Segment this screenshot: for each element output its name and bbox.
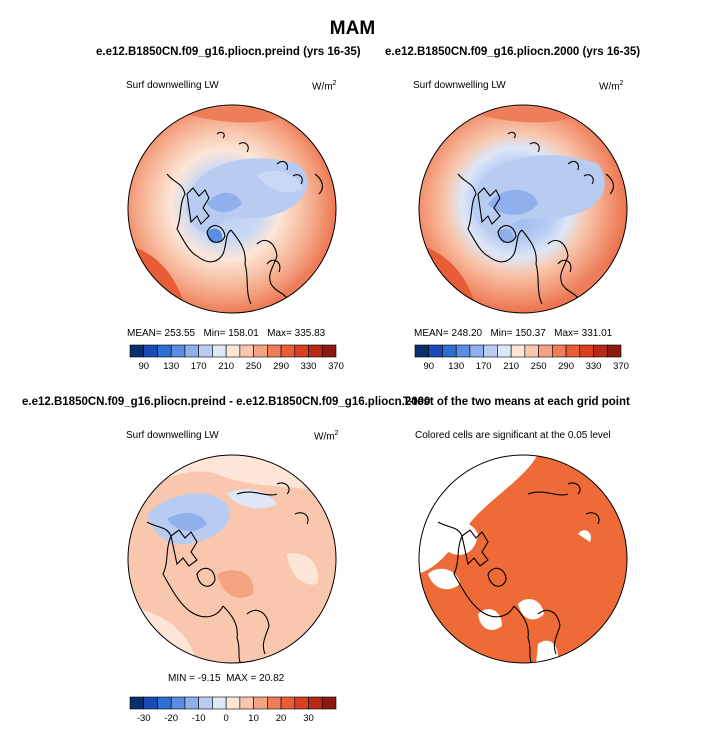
panel-2-colorbar-cell [538,344,553,358]
panel-2-colorbar-cell [483,344,498,358]
panel-1-colorbar-cell [280,344,296,358]
panel-3-colorbar-cell [170,696,186,710]
panel-1-colorbar-cell [267,344,282,358]
panel-3-colorbar-cell [157,696,172,710]
panel-2-colorbar-cell [552,344,567,358]
panel-1-colorbar-tick-label: 90 [138,361,149,372]
panel-1-colorbar-cell [321,344,337,358]
panel-3-variable-label: Surf downwelling LW [126,430,219,441]
panel-1-colorbar-tick-label: 130 [163,361,179,372]
panel-3-colorbar-cell [253,696,268,710]
panel-3-colorbar-tick-label: -30 [137,713,151,724]
panel-3-colorbar-cell [143,696,158,710]
panel-3-colorbar-cell [212,696,227,710]
panel-1-colorbar-cell [157,344,172,358]
panel-2-colorbar-tick-label: 130 [448,361,464,372]
panel-1-colorbar-cell [225,344,241,358]
panel-2-variable-label: Surf downwelling LW [413,80,506,91]
panel-2-colorbar-cell [606,344,622,358]
panel-4-title: T-test of the two means at each grid poi… [403,396,630,408]
panel-2-colorbar-cell [428,344,443,358]
panel-2-colorbar-cell [510,344,526,358]
panel-3-map [127,454,337,664]
panel-2-colorbar-tick-label: 370 [613,361,629,372]
panel-1-colorbar-tick-label: 170 [191,361,207,372]
panel-4-map [418,454,628,664]
panel-2-colorbar-cell [524,344,539,358]
panel-1-units: W/m2 [312,80,337,93]
panel-1-colorbar-cell [184,344,199,358]
panel-2-colorbar-cell [593,344,608,358]
panel-2-colorbar-cell [442,344,457,358]
panel-3-colorbar-cell [280,696,296,710]
panel-1-colorbar-cell [212,344,227,358]
panel-3-colorbar-cell [294,696,309,710]
panel-2-colorbar-cell [565,344,581,358]
panel-3-colorbar-cell [198,696,213,710]
panel-2-title: e.e12.B1850CN.f09_g16.pliocn.2000 (yrs 1… [385,46,641,58]
panel-1-colorbar-cell [294,344,309,358]
panel-3-colorbar-tick-label: -10 [192,713,206,724]
panel-3-colorbar-tick-label: 0 [223,713,228,724]
panel-3-colorbar-cell [129,696,145,710]
panel-2-colorbar-cell [414,344,430,358]
panel-3-colorbar: -30 -20 -10 0 10 20 30 [129,696,337,724]
panel-2-colorbar-tick-label: 250 [531,361,547,372]
panel-3-units: W/m2 [314,430,339,443]
panel-2-units: W/m2 [599,80,624,93]
panel-3-colorbar-tick-label: -20 [164,713,178,724]
panel-1-title: e.e12.B1850CN.f09_g16.pliocn.preind (yrs… [96,46,361,58]
panel-1-variable-label: Surf downwelling LW [126,80,219,91]
panel-2-colorbar: 90 130 170 210 250 290 330 370 [414,344,629,372]
panel-1-colorbar: 90 130 170 210 250 290 330 370 [129,344,344,372]
panel-3-colorbar-cell [184,696,199,710]
panel-2-colorbar-tick-label: 330 [586,361,602,372]
panel-3-title: e.e12.B1850CN.f09_g16.pliocn.preind - e.… [22,396,431,408]
panel-1-map [127,104,337,314]
figure-title: MAM [329,18,376,39]
panel-2-colorbar-tick-label: 210 [503,361,519,372]
panel-2-colorbar-tick-label: 90 [423,361,434,372]
panel-1-colorbar-cell [170,344,186,358]
panel-3-colorbar-cell [225,696,241,710]
panel-1-colorbar-cell [308,344,323,358]
panel-3-colorbar-tick-label: 10 [248,713,259,724]
panel-1-stats: MEAN= 253.55 Min= 158.01 Max= 335.83 [127,328,326,339]
panel-2-stats: MEAN= 248.20 Min= 150.37 Max= 331.01 [414,328,613,339]
panel-2-colorbar-cell [497,344,512,358]
panel-1-colorbar-tick-label: 210 [218,361,234,372]
panel-2-colorbar-tick-label: 170 [476,361,492,372]
panel-2-map [418,104,628,314]
panel-2-colorbar-cell [455,344,471,358]
panel-1-colorbar-cell [239,344,254,358]
panel-1-colorbar-cell [253,344,268,358]
panel-3-colorbar-tick-label: 20 [276,713,287,724]
panel-2-colorbar-tick-label: 290 [558,361,574,372]
panel-3-colorbar-cell [239,696,254,710]
panel-3-colorbar-cell [308,696,323,710]
panel-1-colorbar-tick-label: 250 [246,361,262,372]
panel-1-colorbar-cell [143,344,158,358]
panel-3-colorbar-cell [267,696,282,710]
panel-1-colorbar-cell [129,344,145,358]
panel-2-colorbar-cell [579,344,594,358]
panel-1-colorbar-tick-label: 330 [301,361,317,372]
panel-2-colorbar-cell [469,344,484,358]
panel-3-colorbar-tick-label: 30 [303,713,314,724]
panel-1-colorbar-tick-label: 370 [328,361,344,372]
panel-1-colorbar-cell [198,344,213,358]
panel-4-subtitle: Colored cells are significant at the 0.0… [415,430,611,441]
panel-3-stats: MIN = -9.15 MAX = 20.82 [168,673,285,684]
panel-3-colorbar-cell [321,696,337,710]
panel-1-colorbar-tick-label: 290 [273,361,289,372]
